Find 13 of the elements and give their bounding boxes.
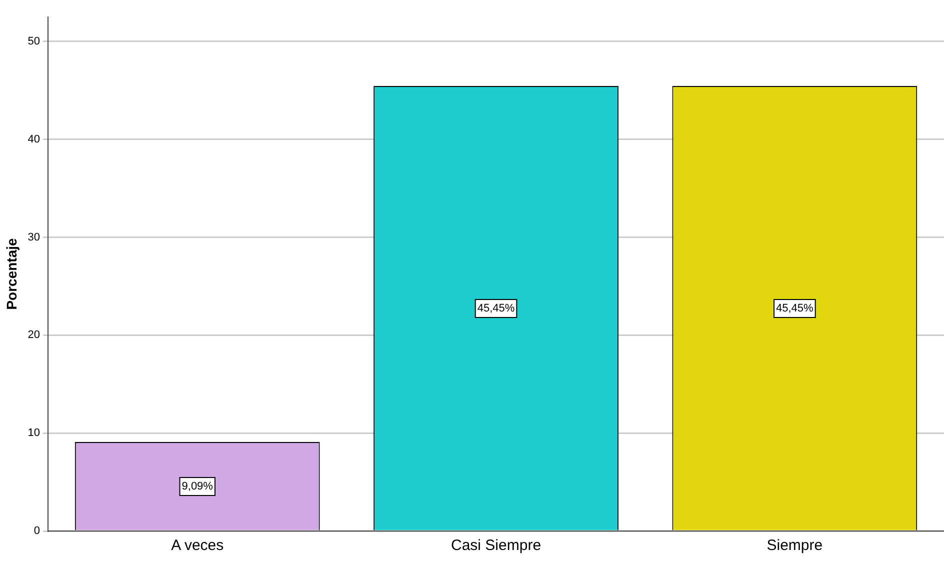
x-tick-label: Siempre	[766, 537, 823, 554]
data-label: 9,09%	[182, 480, 214, 493]
y-tick-label: 50	[28, 36, 40, 48]
y-tick-label: 10	[28, 427, 40, 440]
x-tick-label: A veces	[171, 537, 224, 554]
y-tick-label: 20	[28, 329, 40, 342]
y-tick-label: 0	[34, 525, 40, 538]
data-label: 45,45%	[776, 302, 814, 315]
y-tick-label: 40	[28, 133, 40, 146]
x-tick-label: Casi Siempre	[451, 537, 542, 554]
data-label: 45,45%	[477, 302, 515, 315]
y-tick-label: 30	[28, 231, 40, 244]
y-axis-title: Porcentaje	[3, 238, 20, 310]
